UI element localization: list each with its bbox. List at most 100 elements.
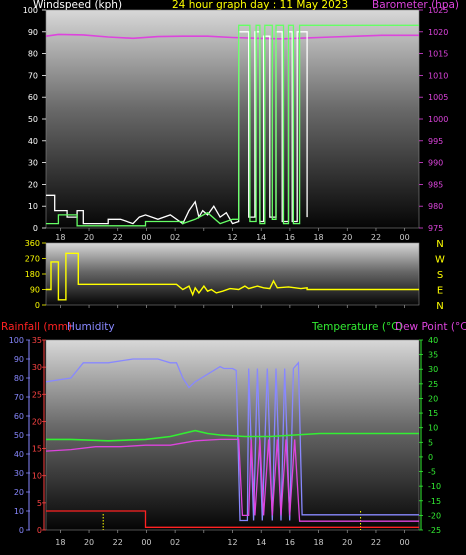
direction-panel-background: [45, 242, 420, 306]
windspeed-axis-tick-label: 90: [28, 28, 38, 37]
x-tick-label: 14: [256, 233, 266, 242]
compass-label: E: [437, 286, 443, 297]
compass-label: S: [437, 270, 443, 281]
rain-series-line: [46, 510, 419, 528]
barometer-axis-tick-label: 985: [428, 180, 443, 189]
rainfall-axis-tick-label: 5: [37, 499, 42, 508]
x-tick-label: 02: [170, 233, 180, 242]
humidity-axis-tick-label: 30: [14, 469, 24, 478]
barometer-axis-tick-label: 1000: [428, 115, 448, 124]
humidity-axis-tick-label: 70: [14, 393, 24, 402]
temperature-axis-tick-label: -15: [428, 497, 441, 506]
rainfall-axis-tick-label: 0: [37, 526, 42, 535]
rainfall-axis-tick-label: 35: [32, 336, 42, 345]
x-tick-label: 22: [371, 538, 381, 547]
windspeed-axis-title: Windspeed (kph): [33, 0, 122, 11]
temperature-axis-tick-label: 20: [428, 394, 438, 403]
humidity-series-line: [45, 358, 419, 522]
temperature-axis-tick-label: 0: [428, 453, 433, 462]
temperature-axis-tick-label: 35: [428, 351, 438, 360]
temperature-axis-tick-label: -5: [428, 468, 436, 477]
barometer-series-line: [45, 33, 419, 40]
humidity-axis-tick-label: 90: [14, 355, 24, 364]
barometer-axis-tick-label: 1020: [428, 28, 448, 37]
dewpoint-axis-title: Dew Point (°C): [395, 321, 466, 333]
humidity-axis-tick-label: 10: [14, 507, 24, 516]
humidity-axis-title: Humidity: [67, 321, 115, 333]
windspeed-axis-tick-label: 100: [23, 6, 38, 15]
rainfall-axis-tick-label: 20: [32, 417, 42, 426]
x-tick-label: 22: [113, 538, 123, 547]
x-tick-label: 18: [55, 233, 65, 242]
rainfall-axis-title: Rainfall (mm): [1, 321, 72, 333]
barometer-axis-tick-label: 1005: [428, 93, 448, 102]
barometer-axis-tick-label: 975: [428, 224, 443, 233]
windspeed-axis-tick-label: 30: [28, 159, 38, 168]
x-tick-label: 20: [84, 538, 94, 547]
humidity-axis-tick-label: 100: [9, 336, 24, 345]
x-tick-label: 02: [170, 538, 180, 547]
temperature-axis-tick-label: -10: [428, 482, 441, 491]
windspeed-axis-tick-label: 0: [33, 224, 38, 233]
windspeed-axis-tick-label: 70: [28, 71, 38, 80]
windspeed-axis-tick-label: 20: [28, 180, 38, 189]
temperature-axis-tick-label: 15: [428, 409, 438, 418]
x-tick-label: 18: [55, 538, 65, 547]
windspeed-axis-tick-label: 40: [28, 137, 38, 146]
x-tick-label: 16: [285, 233, 295, 242]
dewpoint-series-line: [45, 438, 419, 522]
direction-axis-tick-label: 270: [25, 255, 40, 264]
humidity-axis-tick-label: 60: [14, 412, 24, 421]
x-tick-label: 00: [400, 233, 410, 242]
temperature-axis-tick-label: 30: [428, 365, 438, 374]
temperature-axis-tick-label: 5: [428, 438, 433, 447]
direction-axis-tick-label: 360: [25, 239, 40, 248]
temperature-axis-tick-label: 10: [428, 424, 438, 433]
x-tick-label: 00: [141, 233, 151, 242]
humidity-axis-tick-label: 80: [14, 374, 24, 383]
x-tick-label: 20: [342, 233, 352, 242]
x-tick-label: 00: [400, 538, 410, 547]
chart-title: 24 hour graph day : 11 May 2023: [172, 0, 348, 11]
x-tick-label: 18: [313, 233, 323, 242]
winddir-series-line: [46, 252, 419, 301]
barometer-axis-tick-label: 1015: [428, 50, 448, 59]
temperature-axis-tick-label: 40: [428, 336, 438, 345]
barometer-axis-title: Barometer (hpa): [372, 0, 459, 11]
barometer-axis-tick-label: 1025: [428, 6, 448, 15]
x-tick-label: 22: [371, 233, 381, 242]
direction-axis-tick-label: 0: [35, 301, 40, 310]
x-tick-label: 18: [313, 538, 323, 547]
rainfall-axis-tick-label: 25: [32, 390, 42, 399]
humidity-axis-tick-label: 0: [19, 526, 24, 535]
direction-axis-tick-label: 180: [25, 270, 40, 279]
windspeed-axis-tick-label: 80: [28, 50, 38, 59]
wind-series-line: [46, 31, 308, 225]
temperature-axis-tick-label: -20: [428, 511, 441, 520]
gust-series-line: [46, 24, 419, 227]
temperature-axis-tick-label: 25: [428, 380, 438, 389]
temperature-axis-title: Temperature (°C): [311, 321, 403, 333]
x-tick-label: 00: [141, 538, 151, 547]
windspeed-axis-tick-label: 50: [28, 115, 38, 124]
rainfall-axis-tick-label: 15: [32, 445, 42, 454]
barometer-axis-tick-label: 980: [428, 202, 443, 211]
rainfall-axis-tick-label: 30: [32, 363, 42, 372]
barometer-axis-tick-label: 990: [428, 159, 443, 168]
x-tick-label: 12: [227, 233, 237, 242]
barometer-axis-tick-label: 995: [428, 137, 443, 146]
humidity-axis-tick-label: 40: [14, 450, 24, 459]
windspeed-axis-tick-label: 60: [28, 93, 38, 102]
rainfall-axis-tick-label: 10: [32, 472, 42, 481]
windspeed-axis-tick-label: 10: [28, 202, 38, 211]
humidity-axis-tick-label: 50: [14, 431, 24, 440]
compass-label: N: [436, 301, 443, 312]
wind-panel-background: [45, 9, 420, 229]
compass-label: W: [435, 255, 445, 266]
temperature-axis-tick-label: -25: [428, 526, 441, 535]
x-tick-label: 12: [227, 538, 237, 547]
x-tick-label: 20: [84, 233, 94, 242]
direction-axis-tick-label: 90: [30, 286, 40, 295]
